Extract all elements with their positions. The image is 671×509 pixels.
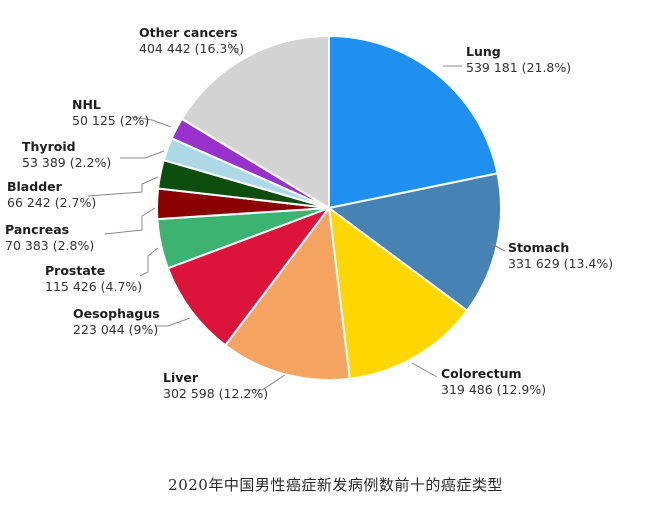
- slice-value-stomach: 331 629 (13.4%): [508, 256, 613, 271]
- slice-value-bladder: 66 242 (2.7%): [7, 195, 96, 210]
- slice-label-lung: Lung: [466, 44, 501, 59]
- slice-value-liver: 302 598 (12.2%): [163, 386, 268, 401]
- slice-label-prostate: Prostate: [45, 263, 105, 278]
- pie-slice-stomach: [328, 172, 502, 312]
- slice-value-thyroid: 53 389 (2.2%): [22, 155, 111, 170]
- slice-label-thyroid: Thyroid: [22, 139, 76, 154]
- figure-caption: 2020年中国男性癌症新发病例数前十的癌症类型: [168, 476, 503, 494]
- slice-label-stomach: Stomach: [508, 240, 569, 255]
- slice-label-colorectum: Colorectum: [441, 366, 522, 381]
- slice-label-oesophagus: Oesophagus: [73, 306, 160, 321]
- pie-slice-liver: [224, 207, 351, 381]
- slice-label-nhl: NHL: [72, 97, 101, 112]
- leader-line-other-cancers: [227, 41, 241, 57]
- leader-line-pancreas: [104, 207, 156, 235]
- slice-value-pancreas: 70 383 (2.8%): [5, 238, 94, 253]
- slice-label-bladder: Bladder: [7, 179, 63, 194]
- slice-value-other-cancers: 404 442 (16.3%): [139, 41, 244, 56]
- leader-line-oesophagus: [156, 317, 191, 327]
- leader-line-liver: [244, 374, 286, 391]
- pie-slice-other-cancers: [180, 35, 330, 209]
- slice-value-colorectum: 319 486 (12.9%): [441, 382, 546, 397]
- leader-line-bladder: [87, 176, 159, 197]
- slice-value-prostate: 115 426 (4.7%): [45, 279, 142, 294]
- pie-slice-lung: [328, 35, 499, 209]
- slice-value-oesophagus: 223 044 (9%): [73, 322, 158, 337]
- leader-line-prostate: [139, 247, 159, 277]
- pie-slice-oesophagus: [166, 207, 330, 347]
- leader-line-nhl: [131, 116, 172, 128]
- slice-value-nhl: 50 125 (2%): [72, 113, 149, 128]
- pie-slice-colorectum: [328, 207, 469, 380]
- slice-value-lung: 539 181 (21.8%): [466, 60, 571, 75]
- leader-line-stomach: [489, 242, 506, 252]
- slice-label-liver: Liver: [163, 370, 199, 385]
- leader-line-colorectum: [411, 362, 438, 378]
- slice-label-other-cancers: Other cancers: [139, 25, 238, 40]
- leader-lines: [87, 41, 506, 391]
- slice-label-pancreas: Pancreas: [5, 222, 69, 237]
- pie-slices: [156, 35, 502, 381]
- leader-line-thyroid: [120, 150, 165, 159]
